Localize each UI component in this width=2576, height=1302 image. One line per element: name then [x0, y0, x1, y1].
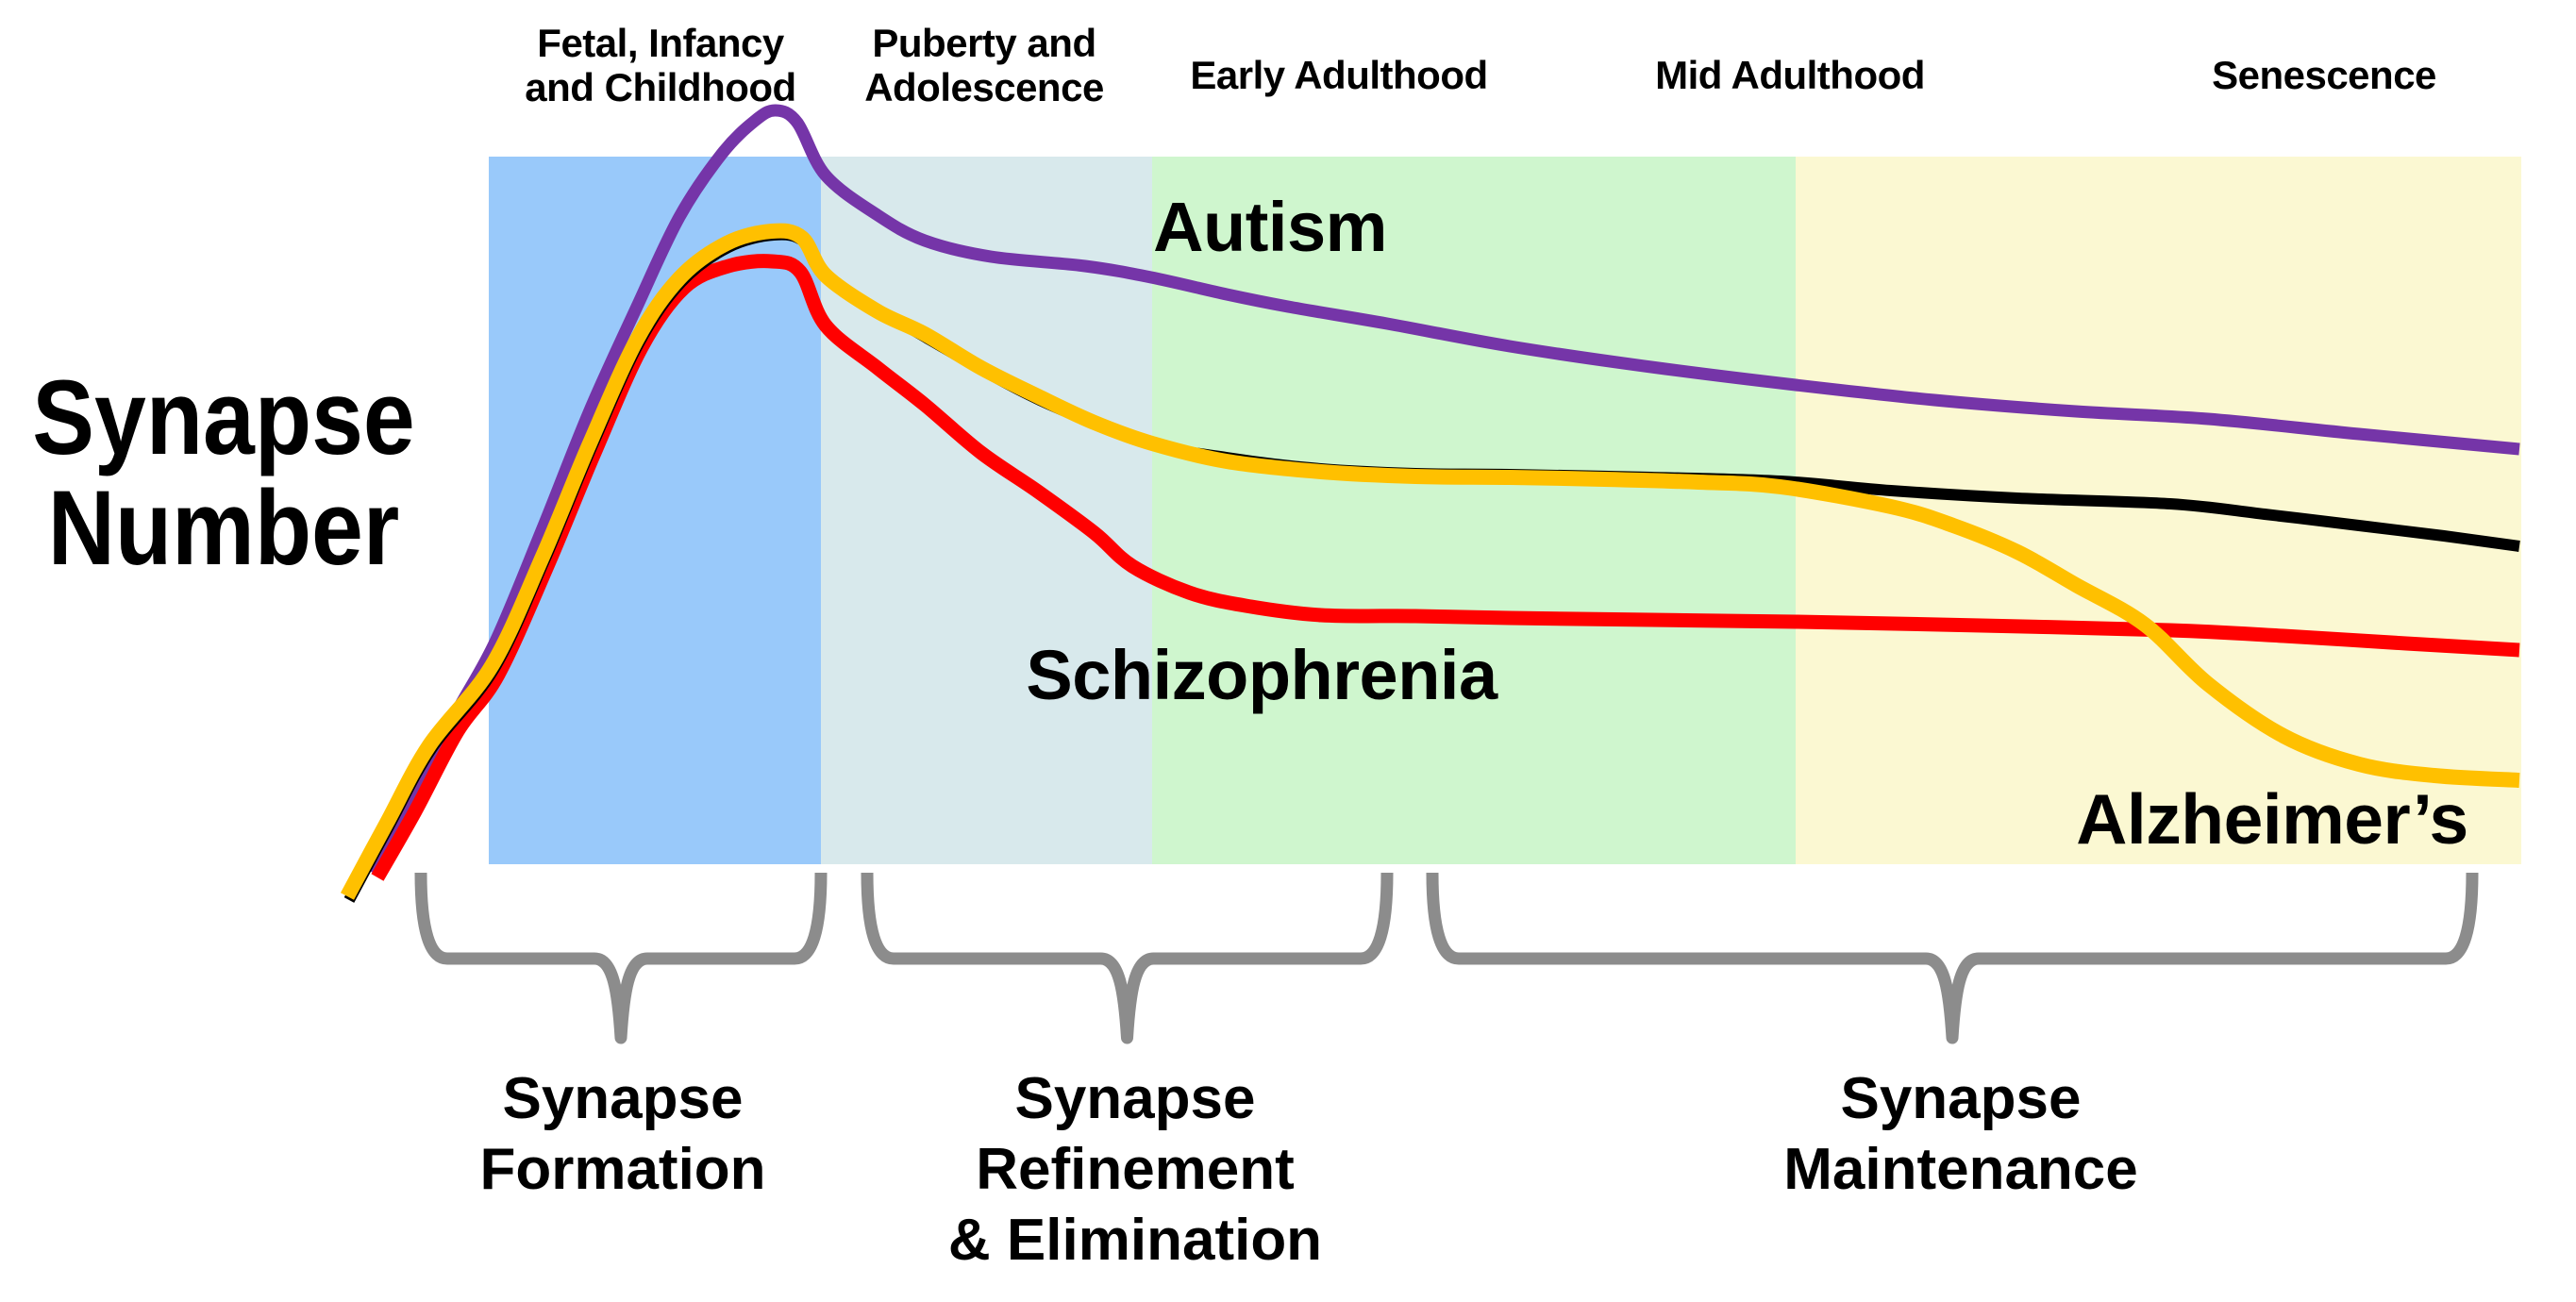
stage-label-line: Senescence — [2212, 53, 2436, 97]
phase-label-line: Refinement — [976, 1137, 1295, 1202]
stage-label-line: Mid Adulthood — [1655, 53, 1925, 97]
phase-brace-0 — [414, 872, 828, 1044]
curve-autism — [367, 104, 2520, 876]
y-axis-label-line1: Synapse — [32, 359, 415, 476]
stage-label-early-adulthood: Early Adulthood — [1190, 53, 1488, 97]
stage-label-line: and Childhood — [525, 65, 796, 109]
stage-label-senescence: Senescence — [2212, 53, 2436, 97]
stage-label-fetal-infancy-childhood: Fetal, Infancy and Childhood — [525, 21, 796, 109]
life-stage-band-2 — [1152, 157, 1796, 864]
stage-label-puberty-adolescence: Puberty and Adolescence — [864, 21, 1104, 109]
stage-label-line: Puberty and — [872, 21, 1096, 65]
y-axis-label: Synapse Number — [7, 362, 442, 583]
phase-label-line: Formation — [479, 1137, 766, 1202]
phase-label-line: Synapse — [1014, 1066, 1256, 1131]
stage-label-line: Adolescence — [864, 65, 1104, 109]
schizophrenia-curve-label: Schizophrenia — [1026, 636, 1497, 714]
phase-label-synapse-refinement-elimination: Synapse Refinement & Elimination — [948, 1063, 1322, 1276]
phase-label-line: Maintenance — [1783, 1137, 2138, 1202]
y-axis-label-line2: Number — [47, 469, 400, 587]
phase-brace-2 — [1426, 872, 2479, 1044]
phase-label-synapse-formation: Synapse Formation — [479, 1063, 765, 1205]
alzheimers-curve-label: Alzheimer’s — [2076, 779, 2468, 859]
stage-label-line: Fetal, Infancy — [537, 21, 784, 65]
phase-label-synapse-maintenance: Synapse Maintenance — [1783, 1063, 2138, 1205]
phase-brace-1 — [861, 872, 1394, 1044]
phase-label-line: Synapse — [502, 1066, 744, 1131]
stage-label-mid-adulthood: Mid Adulthood — [1655, 53, 1925, 97]
curve-alzheimers — [340, 223, 2520, 900]
life-stage-band-1 — [821, 157, 1152, 864]
autism-curve-label: Autism — [1153, 188, 1387, 266]
phase-label-line: Synapse — [1840, 1066, 2082, 1131]
stage-label-line: Early Adulthood — [1190, 53, 1488, 97]
phase-label-line: & Elimination — [947, 1208, 1323, 1273]
